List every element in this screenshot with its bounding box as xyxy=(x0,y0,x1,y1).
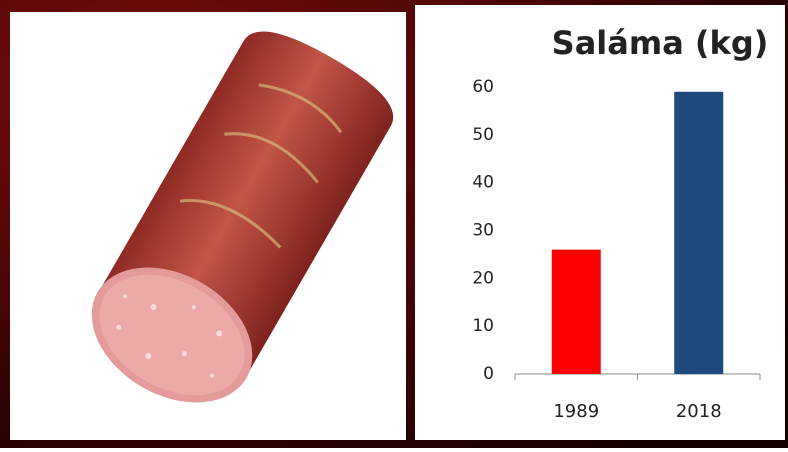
y-tick-label: 10 xyxy=(472,316,494,336)
y-tick-label: 50 xyxy=(472,125,494,145)
chart-title: Saláma (kg) xyxy=(552,24,769,62)
y-tick-label: 0 xyxy=(483,364,494,384)
y-tick-label: 20 xyxy=(472,268,494,288)
salami-illustration xyxy=(91,31,394,403)
x-tick-label: 2018 xyxy=(676,401,722,422)
y-tick-label: 60 xyxy=(472,77,494,97)
y-tick-label: 40 xyxy=(472,173,494,193)
bar xyxy=(551,249,601,374)
bar xyxy=(674,91,724,375)
chart-panel xyxy=(415,5,785,440)
x-tick-label: 1989 xyxy=(553,401,599,422)
y-tick-label: 30 xyxy=(472,221,494,241)
